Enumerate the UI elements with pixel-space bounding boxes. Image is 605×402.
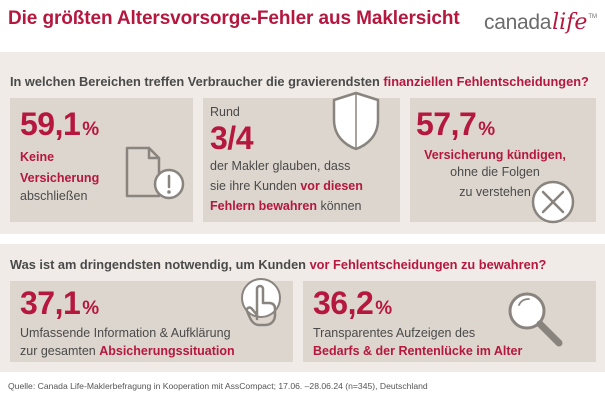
stat-number: 59,1 <box>20 106 81 142</box>
logo-trademark: TM <box>588 13 598 20</box>
canada-life-logo: canada life TM <box>484 10 597 35</box>
stat-label-line2-highlight: vor diesen <box>300 179 363 193</box>
shield-icon <box>332 91 380 151</box>
logo-word-life: life <box>552 10 588 35</box>
stat-label-line3: abschließen <box>20 189 88 203</box>
stat-label-line2: sie ihre Kunden vor diesen <box>210 176 363 197</box>
stat-unit: % <box>82 298 99 319</box>
stat-unit: % <box>375 298 392 319</box>
stat-label-line2-text: zur gesamten <box>20 344 96 358</box>
stat-label-line2: Versicherung <box>20 171 100 185</box>
stat-card-transparentes-aufzeigen: 36,2% Transparentes Aufzeigen des Bedarf… <box>303 281 596 362</box>
stat-label-line3-text: können <box>320 199 362 213</box>
stat-label-line2: Bedarfs & der Rentenlücke im Alter <box>313 344 523 358</box>
stat-label-line2-text: sie ihre Kunden <box>210 179 297 193</box>
stat-label-line1: Versicherung kündigen, <box>424 148 566 162</box>
stat-label-line1: Transparentes Aufzeigen des <box>313 326 476 340</box>
stat-label-line3: zu verstehen <box>459 185 531 199</box>
stat-label-line3: Fehlern bewahren können <box>210 196 361 217</box>
stat-number: 57,7 <box>416 106 477 142</box>
stat-number: 37,1 <box>20 285 81 321</box>
section-1-question-highlight: finanziellen Fehlentscheidungen? <box>383 74 589 89</box>
stat-value: 36,2% <box>313 287 392 319</box>
stat-label-line2: zur gesamten Absicherungssituation <box>20 341 235 362</box>
stat-value: 37,1% <box>20 287 99 319</box>
x-circle-icon <box>531 180 575 224</box>
section-2-question-highlight: vor Fehlentscheidungen zu bewahren? <box>309 257 547 272</box>
stat-value: 59,1% <box>20 108 99 140</box>
stat-label-line2-highlight: Absicherungssituation <box>99 344 235 358</box>
stat-value: 3/4 <box>210 120 253 156</box>
pointing-hand-icon <box>241 278 281 327</box>
stat-prefix: Rund <box>210 105 240 119</box>
stat-label-line2: ohne die Folgen <box>450 165 540 179</box>
stat-label-line1: Keine <box>20 150 55 164</box>
stat-unit: % <box>478 119 495 140</box>
page-title: Die größten Altersvorsorge-Fehler aus Ma… <box>8 8 460 29</box>
stat-card-keine-versicherung: 59,1% Keine Versicherung abschließen <box>10 98 193 222</box>
section-1-question-text: In welchen Bereichen treffen Verbraucher… <box>10 74 380 89</box>
stat-value: 57,7% <box>416 108 495 140</box>
stat-label-line1: Umfassende Information & Aufklärung <box>20 326 231 340</box>
logo-word-canada: canada <box>484 10 552 34</box>
stat-unit: % <box>82 119 99 140</box>
stat-card-makler-bewahren: Rund 3/4 der Makler glauben, dass sie ih… <box>203 91 400 222</box>
section-1-question: In welchen Bereichen treffen Verbraucher… <box>10 74 589 89</box>
source-note: Quelle: Canada Life-Maklerbefragung in K… <box>8 381 428 391</box>
stat-card-information-aufklaerung: 37,1% Umfassende Information & Aufklärun… <box>10 278 293 362</box>
stat-label-line3-highlight: Fehlern bewahren <box>210 199 317 213</box>
stat-card-versicherung-kuendigen: 57,7% Versicherung kündigen, ohne die Fo… <box>410 98 596 224</box>
section-2-question: Was ist am dringendsten notwendig, um Ku… <box>10 257 546 272</box>
section-2-question-text: Was ist am dringendsten notwendig, um Ku… <box>10 257 306 272</box>
magnifier-icon <box>508 292 563 347</box>
stat-label-line1: der Makler glauben, dass <box>210 159 351 173</box>
document-warning-icon <box>125 146 185 200</box>
stat-number: 36,2 <box>313 285 374 321</box>
